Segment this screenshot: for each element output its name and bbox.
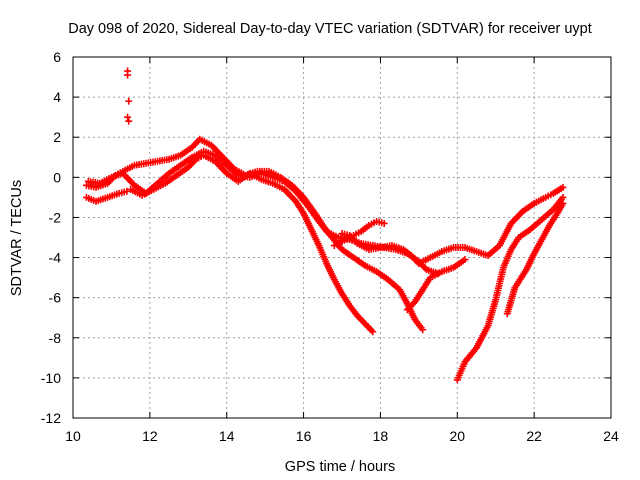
- data-point: [369, 328, 377, 336]
- chart-title: Day 098 of 2020, Sidereal Day-to-day VTE…: [68, 21, 592, 37]
- data-series: [82, 67, 567, 384]
- data-point: [419, 326, 427, 334]
- series-arc-c: [84, 147, 427, 334]
- x-tick-label: 24: [603, 428, 619, 444]
- data-point: [559, 193, 567, 201]
- series-arc-f: [403, 256, 469, 314]
- y-axis-label: SDTVAR / TECUs: [9, 180, 25, 296]
- data-point: [559, 199, 567, 207]
- data-point: [461, 256, 469, 264]
- series-arc-a: [82, 151, 377, 336]
- y-tick-label: -4: [49, 250, 62, 266]
- y-tick-label: -12: [41, 410, 61, 426]
- x-tick-label: 12: [142, 428, 158, 444]
- x-tick-label: 22: [526, 428, 542, 444]
- data-point: [123, 187, 131, 195]
- y-tick-label: -6: [49, 290, 62, 306]
- y-tick-label: -10: [41, 370, 61, 386]
- data-point: [124, 71, 132, 79]
- data-point: [125, 117, 133, 125]
- y-tick-label: 4: [53, 89, 61, 105]
- y-tick-label: -8: [49, 330, 62, 346]
- x-tick-label: 20: [449, 428, 465, 444]
- data-point: [124, 113, 132, 121]
- x-axis-label: GPS time / hours: [285, 459, 395, 475]
- x-tick-label: 10: [65, 428, 81, 444]
- data-point: [125, 97, 133, 105]
- plot-frame: [72, 56, 612, 419]
- y-tick-label: 0: [53, 169, 61, 185]
- grid: [73, 57, 611, 418]
- x-tick-label: 18: [373, 428, 389, 444]
- x-tick-label: 16: [296, 428, 312, 444]
- series-arc-e: [338, 183, 567, 268]
- y-tick-label: 6: [53, 49, 61, 65]
- x-tick-label: 14: [219, 428, 235, 444]
- data-point: [559, 183, 567, 191]
- series-isolated-points: [124, 67, 133, 125]
- series-arc-g: [453, 193, 567, 384]
- series-arc-h: [503, 199, 567, 318]
- data-point: [380, 219, 388, 227]
- y-tick-label: 2: [53, 129, 61, 145]
- y-tick-label: -2: [49, 209, 62, 225]
